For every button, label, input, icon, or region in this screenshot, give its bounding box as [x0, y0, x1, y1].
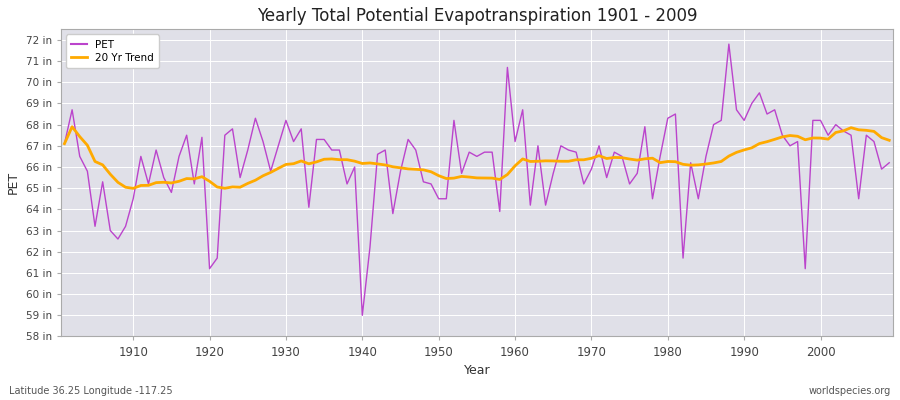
Y-axis label: PET: PET — [7, 171, 20, 194]
Legend: PET, 20 Yr Trend: PET, 20 Yr Trend — [66, 34, 159, 68]
Text: worldspecies.org: worldspecies.org — [809, 386, 891, 396]
Text: Latitude 36.25 Longitude -117.25: Latitude 36.25 Longitude -117.25 — [9, 386, 173, 396]
Title: Yearly Total Potential Evapotranspiration 1901 - 2009: Yearly Total Potential Evapotranspiratio… — [256, 7, 698, 25]
X-axis label: Year: Year — [464, 364, 490, 377]
